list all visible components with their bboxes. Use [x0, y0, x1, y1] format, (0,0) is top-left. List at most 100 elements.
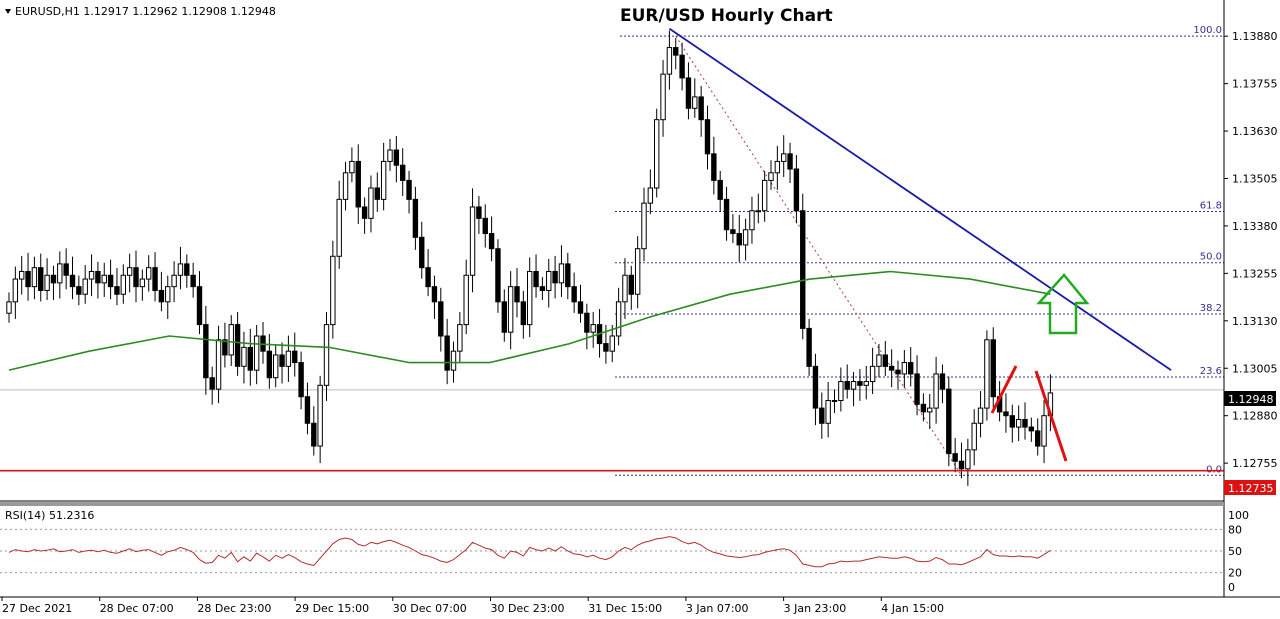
candle-body: [819, 407, 825, 424]
candlesticks: [6, 30, 1054, 486]
time-tick-label: 3 Jan 23:00: [784, 602, 847, 615]
candle-body: [939, 373, 946, 390]
candle-body: [831, 400, 838, 403]
candle-body: [126, 267, 133, 276]
price-tick-label: 1.13630: [1232, 125, 1278, 138]
candle-body: [393, 149, 400, 166]
time-tick-label: 30 Dec 07:00: [393, 602, 467, 615]
candle-body: [292, 350, 298, 364]
candle-body: [19, 270, 25, 280]
candle-body: [184, 263, 190, 276]
candle-body: [857, 381, 863, 386]
candle-body: [590, 324, 596, 333]
candle-body: [101, 274, 107, 284]
price-tick-label: 1.13130: [1232, 315, 1278, 328]
candle-body: [615, 301, 622, 337]
candle-body: [558, 263, 565, 284]
candle-body: [368, 187, 374, 219]
candle-body: [895, 369, 901, 375]
candle-body: [469, 206, 476, 276]
fib-level-label: 61.8: [1200, 201, 1222, 212]
candle-body: [419, 236, 425, 269]
candle-body: [927, 407, 933, 413]
symbol-info: EURUSD,H1 1.12917 1.12962 1.12908 1.1294…: [15, 5, 276, 18]
candle-body: [158, 289, 165, 303]
candle-body: [482, 217, 488, 235]
candle-body: [584, 312, 590, 333]
fib-level-label: 0.0: [1206, 464, 1222, 475]
candle-body: [438, 301, 444, 337]
support-price-box: [1224, 480, 1276, 495]
price-tick-label: 1.12880: [1232, 410, 1278, 423]
time-tick-label: 3 Jan 07:00: [686, 602, 749, 615]
time-tick-label: 28 Dec 23:00: [197, 602, 271, 615]
candle-body: [120, 274, 126, 295]
candle-body: [431, 286, 438, 303]
candle-body: [336, 198, 342, 257]
candle-body: [1041, 415, 1047, 447]
candle-body: [209, 377, 215, 390]
candle-body: [285, 350, 292, 367]
candle-body: [31, 267, 38, 288]
candle-body: [57, 263, 63, 284]
candle-body: [247, 346, 254, 371]
candle-body: [380, 160, 387, 200]
candle-body: [273, 354, 279, 379]
candle-body: [958, 460, 965, 470]
candle-body: [755, 210, 761, 213]
candle-body: [628, 274, 634, 295]
candle-body: [914, 373, 920, 405]
time-tick-label: 30 Dec 23:00: [491, 602, 565, 615]
candle-body: [850, 381, 857, 390]
candle-body: [507, 286, 514, 333]
candle-body: [38, 267, 44, 291]
candle-body: [552, 270, 558, 284]
candle-body: [228, 324, 234, 356]
candle-body: [253, 335, 260, 371]
price-tick-label: 1.13880: [1232, 30, 1278, 43]
triangle-down-icon: [5, 9, 11, 14]
current-price-label: 1.12948: [1228, 393, 1274, 406]
candle-body: [990, 339, 996, 398]
candle-body: [571, 286, 577, 303]
price-tick-label: 1.13380: [1232, 220, 1278, 233]
price-tick-label: 1.13255: [1232, 267, 1278, 280]
candle-body: [50, 274, 57, 284]
candle-body: [736, 233, 742, 246]
candle-body: [222, 339, 228, 356]
candle-body: [641, 202, 647, 250]
candle-body: [1009, 415, 1015, 428]
current-price-box: [1224, 391, 1276, 406]
candle-body: [412, 198, 419, 238]
candle-body: [241, 346, 247, 367]
candle-body: [520, 301, 527, 326]
candle-body: [838, 381, 844, 402]
candle-body: [234, 324, 241, 367]
price-tick-label: 1.13755: [1232, 78, 1278, 91]
candle-body: [882, 354, 888, 367]
candle-body: [812, 365, 819, 409]
candle-body: [844, 381, 850, 390]
candle-body: [774, 160, 781, 174]
candle-body: [215, 339, 222, 390]
candle-body: [133, 267, 139, 288]
candle-body: [196, 286, 203, 326]
candle-body: [666, 47, 673, 75]
candle-body: [711, 153, 717, 181]
pane-separator[interactable]: [0, 502, 1224, 506]
candle-body: [946, 388, 952, 455]
fib-level-label: 23.6: [1200, 366, 1222, 377]
candle-body: [723, 198, 730, 231]
candle-body: [444, 335, 450, 371]
candle-body: [749, 210, 755, 231]
candle-body: [806, 327, 812, 367]
price-tick-label: 1.13005: [1232, 362, 1278, 375]
candle-body: [139, 278, 146, 288]
candle-body: [165, 286, 171, 303]
candle-body: [793, 168, 800, 212]
candle-body: [146, 267, 152, 280]
candle-body: [44, 274, 50, 291]
